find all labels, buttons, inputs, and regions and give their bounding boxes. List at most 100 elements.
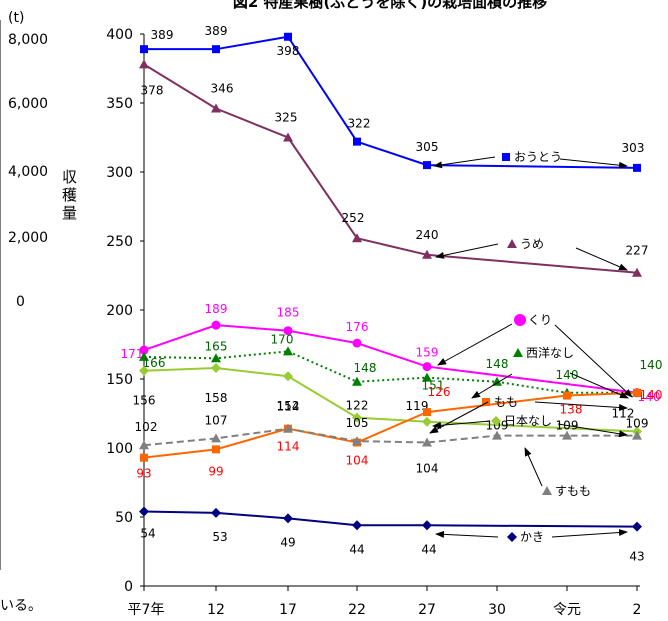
callout-arrow (554, 324, 633, 398)
data-point (139, 59, 149, 69)
data-label: 107 (205, 413, 228, 427)
legend-marker (514, 314, 526, 326)
y-tick-label: 150 (106, 372, 133, 388)
legend-item-5: もも (429, 395, 628, 434)
data-label: 44 (421, 542, 436, 556)
data-point (422, 437, 432, 447)
legend-marker (513, 348, 523, 357)
data-point (352, 376, 362, 386)
chart-title: 図2 特産果樹(ぶどうを除く)の栽培面積の推移 (233, 0, 547, 11)
x-tick-label: 22 (348, 602, 366, 618)
data-point (139, 440, 149, 450)
y-ticks: 0 50 100 150 200 250 300 350 400 (106, 27, 144, 595)
y-tick-label: 350 (106, 96, 133, 112)
legend-label: くり (528, 313, 552, 327)
series-0: 389 389 398 322 305 303 (140, 24, 644, 172)
data-label: 325 (275, 111, 298, 125)
data-label: 148 (354, 361, 377, 375)
background-ytick-2: 4,000 (8, 164, 48, 180)
data-point (211, 320, 221, 330)
data-point (632, 430, 642, 440)
series-line (144, 35, 638, 169)
data-point (283, 346, 293, 356)
callout-arrow (524, 447, 543, 487)
data-label: 53 (212, 530, 227, 544)
series-7: 54 53 49 44 44 43 (139, 506, 645, 564)
x-tick-label: 12 (207, 602, 225, 618)
data-label: 158 (205, 391, 228, 405)
data-point (352, 233, 362, 243)
data-label: 176 (346, 320, 369, 334)
x-tick-label: 平7年 (128, 602, 165, 618)
series-line (143, 510, 638, 528)
data-label: 109 (486, 419, 509, 433)
data-label: 93 (136, 467, 151, 481)
data-point (283, 326, 293, 336)
data-label: 152 (277, 399, 300, 413)
legend-marker (542, 486, 552, 495)
callout-arrow (433, 156, 496, 169)
legend-marker (482, 398, 490, 406)
legend-label: 西洋なし (526, 345, 574, 360)
data-label: 252 (342, 211, 365, 225)
data-point (352, 520, 362, 531)
legend-label: すもも (555, 484, 591, 498)
legend-label: うめ (520, 237, 544, 251)
data-point (423, 408, 431, 417)
data-label: 227 (626, 244, 649, 258)
data-label: 156 (133, 394, 156, 408)
background-chart-fragment: (t) 8,000 6,000 4,000 2,000 0 収穫量 いる。 (0, 10, 77, 614)
data-point (422, 416, 432, 427)
data-point (211, 507, 221, 518)
background-unit-label: (t) (8, 10, 24, 26)
x-tick-label: 17 (279, 602, 297, 618)
legend-item-1: うめ (435, 237, 628, 271)
legend-item-6: すもも (524, 447, 591, 498)
background-ytick-1: 6,000 (8, 96, 48, 112)
x-tick-label: 30 (488, 602, 506, 618)
data-point (283, 513, 293, 524)
data-label: 126 (428, 385, 451, 399)
data-label: 166 (143, 356, 166, 370)
legend-label: おうとう (514, 150, 562, 164)
legend-item-3: 西洋なし (471, 345, 629, 399)
y-tick-label: 200 (106, 303, 133, 319)
data-label: 159 (416, 346, 439, 360)
callout-arrow (432, 420, 491, 429)
callout-arrow (435, 243, 499, 259)
callout-arrow (471, 373, 513, 399)
data-label: 240 (416, 228, 439, 242)
data-point (283, 371, 293, 382)
data-point (283, 132, 293, 142)
data-label: 140 (640, 358, 663, 372)
data-point (211, 103, 221, 113)
callout-arrow (551, 529, 628, 538)
series-5: 93 99 114 104 126 138 140 (136, 385, 662, 481)
y-tick-label: 100 (106, 441, 133, 457)
x-tick-label: 27 (418, 602, 436, 618)
legend-label: 日本なし (504, 414, 552, 428)
data-point (562, 430, 572, 440)
data-label: 54 (140, 526, 155, 540)
data-label: 165 (205, 339, 228, 353)
callout-arrow (437, 323, 513, 366)
background-ytick-0: 8,000 (8, 32, 48, 48)
data-point (632, 267, 642, 277)
data-point (139, 365, 149, 376)
y-tick-label: 400 (106, 27, 133, 43)
data-point (352, 338, 362, 348)
data-point (212, 45, 220, 54)
data-point (563, 391, 571, 400)
data-point (492, 430, 502, 440)
data-point (632, 521, 642, 532)
callout-arrow (559, 158, 628, 169)
axes: 0 50 100 150 200 250 300 350 400 平7年 12 17 22 27 30 令元… (106, 27, 641, 618)
x-tick-label: 2 (633, 602, 642, 618)
data-point (352, 412, 362, 423)
legend-label: もも (494, 395, 518, 409)
data-label: 114 (277, 400, 300, 414)
data-point (140, 45, 148, 54)
data-label: 138 (560, 403, 583, 417)
